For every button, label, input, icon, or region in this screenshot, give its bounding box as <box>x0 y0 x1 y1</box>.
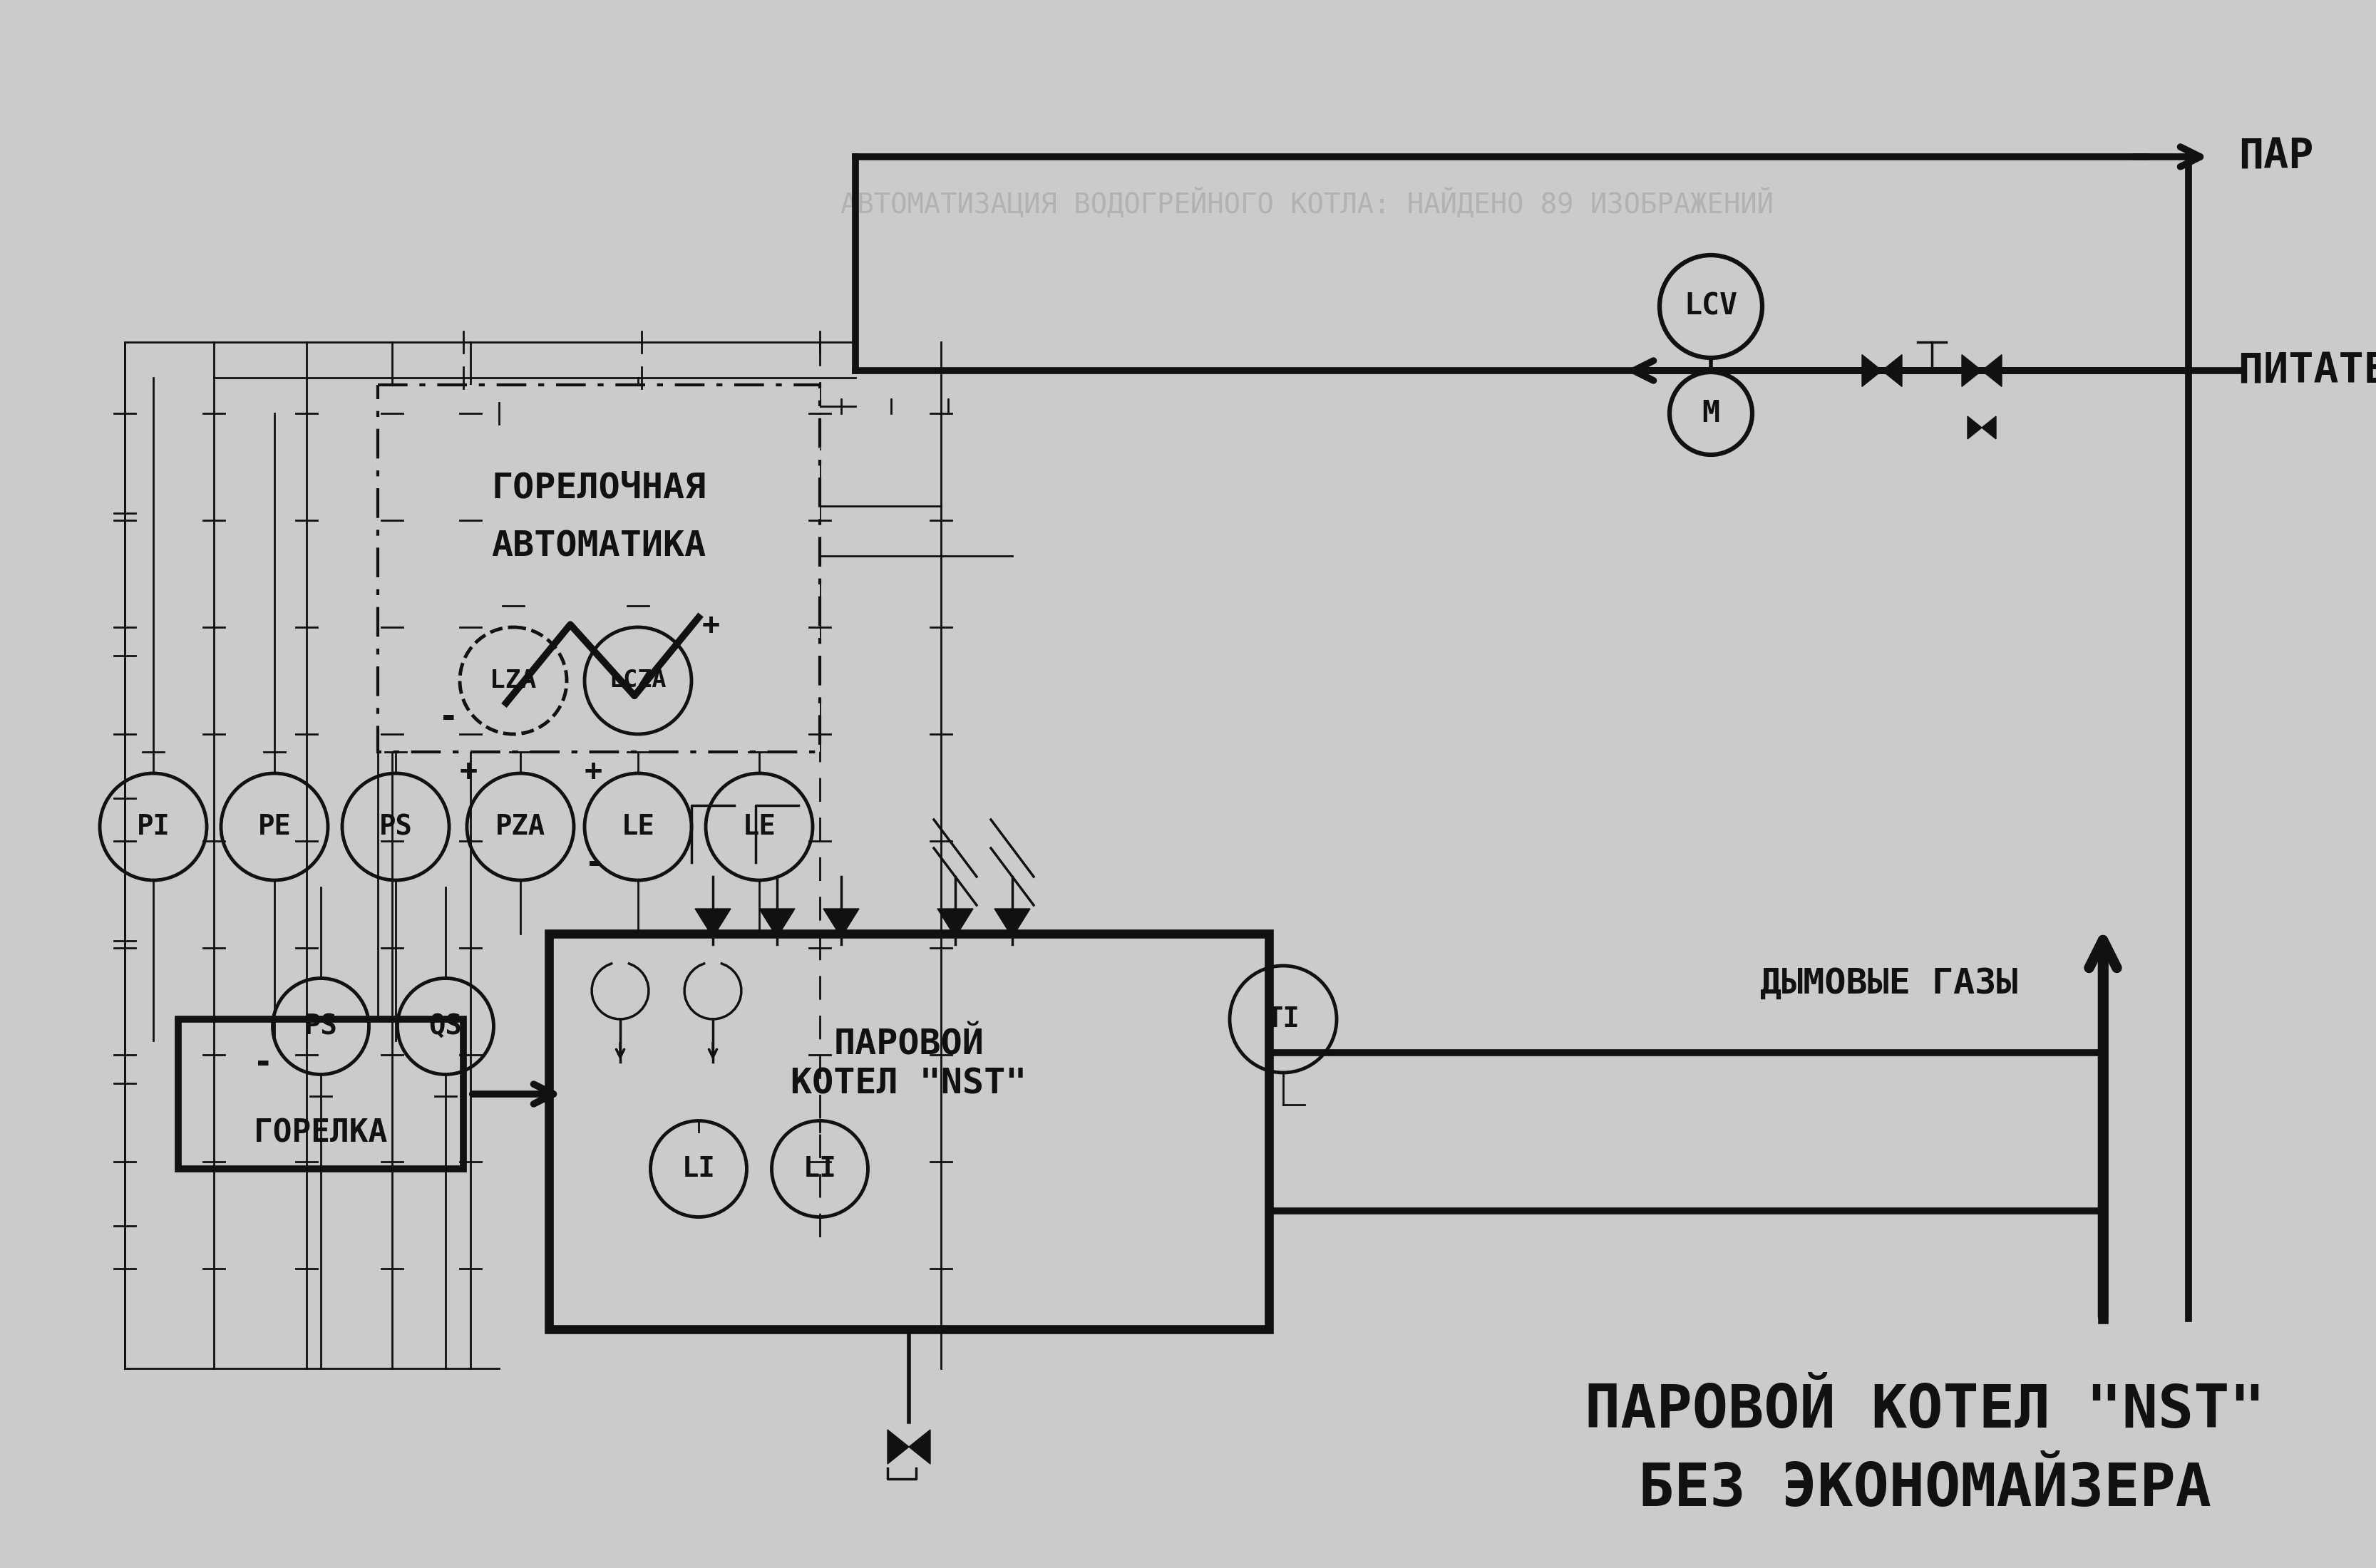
Polygon shape <box>889 1430 910 1465</box>
Text: -: - <box>584 848 606 880</box>
Polygon shape <box>1967 416 1982 439</box>
Polygon shape <box>1982 354 2001 387</box>
Text: ПАРОВОЙ: ПАРОВОЙ <box>834 1027 984 1062</box>
Polygon shape <box>910 1430 931 1465</box>
Polygon shape <box>1963 354 1982 387</box>
Polygon shape <box>696 909 732 938</box>
Text: LZA: LZA <box>489 668 537 693</box>
Text: ДЫМОВЫЕ ГАЗЫ: ДЫМОВЫЕ ГАЗЫ <box>1761 966 2017 1000</box>
Text: LE: LE <box>623 814 656 840</box>
Polygon shape <box>760 909 796 938</box>
Text: +: + <box>703 612 720 641</box>
Text: КОТЕЛ "NST": КОТЕЛ "NST" <box>791 1066 1026 1101</box>
Text: -: - <box>254 1047 273 1080</box>
Text: +: + <box>461 757 478 787</box>
Text: QS: QS <box>430 1013 463 1040</box>
Text: ПАРОВОЙ КОТЕЛ "NST": ПАРОВОЙ КОТЕЛ "NST" <box>1585 1383 2264 1439</box>
Polygon shape <box>824 909 860 938</box>
Text: PE: PE <box>257 814 292 840</box>
Bar <box>549 933 1269 1330</box>
Text: +: + <box>584 757 604 787</box>
Text: БЕЗ ЭКОНОМАЙЗЕРА: БЕЗ ЭКОНОМАЙЗЕРА <box>1637 1461 2212 1518</box>
Polygon shape <box>1982 416 1996 439</box>
Text: LE: LE <box>744 814 777 840</box>
Text: PS: PS <box>380 814 413 840</box>
Bar <box>378 384 820 753</box>
Bar <box>178 1019 463 1168</box>
Polygon shape <box>939 909 974 938</box>
Text: LCZA: LCZA <box>608 670 668 693</box>
Text: АВТОМАТИЗАЦИЯ ВОДОГРЕЙНОГО КОТЛА: НАЙДЕНО 89 ИЗОБРАЖЕНИЙ: АВТОМАТИЗАЦИЯ ВОДОГРЕЙНОГО КОТЛА: НАЙДЕН… <box>841 188 1772 220</box>
Text: LCV: LCV <box>1685 292 1737 321</box>
Text: -: - <box>440 702 459 734</box>
Text: TI: TI <box>1266 1005 1300 1033</box>
Text: PI: PI <box>135 814 171 840</box>
Polygon shape <box>996 909 1031 938</box>
Text: ГОРЕЛКА: ГОРЕЛКА <box>254 1118 387 1148</box>
Text: LI: LI <box>803 1156 836 1182</box>
Text: ПАР: ПАР <box>2238 136 2314 177</box>
Text: ПИТАТЕЛЬНАЯ ВОДА: ПИТАТЕЛЬНАЯ ВОДА <box>2238 350 2376 390</box>
Polygon shape <box>1882 354 1901 387</box>
Polygon shape <box>1863 354 1882 387</box>
Text: PS: PS <box>304 1013 337 1040</box>
Text: ГОРЕЛОЧНАЯ: ГОРЕЛОЧНАЯ <box>492 470 706 505</box>
Text: LI: LI <box>682 1156 715 1182</box>
Text: PZA: PZA <box>497 814 546 840</box>
Text: АВТОМАТИКА: АВТОМАТИКА <box>492 530 706 563</box>
Text: M: M <box>1701 398 1720 428</box>
